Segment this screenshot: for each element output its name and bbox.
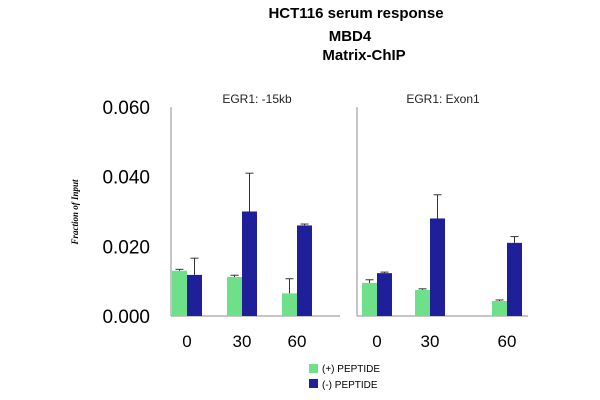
x-tick-label: 0 [182, 332, 191, 351]
panel-1: EGR1: -15kb 0 30 60 [170, 92, 340, 351]
y-tick-label: 0.020 [102, 237, 150, 258]
legend: (+) PEPTIDE (-) PEPTIDE [309, 364, 380, 391]
bar [430, 218, 445, 316]
bar [507, 242, 522, 316]
bar [415, 289, 430, 316]
panel-2: EGR1: Exon1 0 30 60 [356, 92, 528, 351]
x-tick-label: 60 [288, 332, 307, 351]
bar [172, 270, 187, 316]
bar [282, 293, 297, 316]
legend-label-minus-peptide: (-) PEPTIDE [322, 380, 378, 391]
bar [242, 211, 257, 316]
y-tick-label: 0.040 [102, 168, 150, 189]
y-tick-label: 0.060 [102, 98, 150, 119]
chart-panels: EGR1: -15kb 0 30 60 EGR1: Exon1 0 30 60 [170, 92, 528, 351]
bar [187, 274, 202, 316]
x-tick-label: 0 [372, 332, 381, 351]
panel-title: EGR1: Exon1 [406, 92, 480, 106]
panel-title: EGR1: -15kb [222, 92, 292, 106]
y-tick-label: 0.000 [102, 307, 150, 328]
legend-swatch-plus-peptide [309, 364, 318, 373]
bar [297, 225, 312, 316]
x-tick-label: 30 [233, 332, 252, 351]
y-axis-ticks: 0.000 0.020 0.040 0.060 [102, 98, 150, 328]
bar [227, 276, 242, 316]
x-tick-label: 30 [421, 332, 440, 351]
chart-title-line-2: MBD4 [329, 28, 372, 45]
legend-swatch-minus-peptide [309, 379, 318, 388]
bar [377, 273, 392, 316]
chart-title-line-1: HCT116 serum response [268, 5, 443, 22]
x-tick-label: 60 [498, 332, 517, 351]
bar [362, 282, 377, 316]
legend-label-plus-peptide: (+) PEPTIDE [322, 364, 380, 375]
bar [492, 301, 507, 316]
chart-title-line-3: Matrix-ChIP [322, 47, 405, 64]
y-axis-label: Fraction of Input [70, 179, 80, 246]
